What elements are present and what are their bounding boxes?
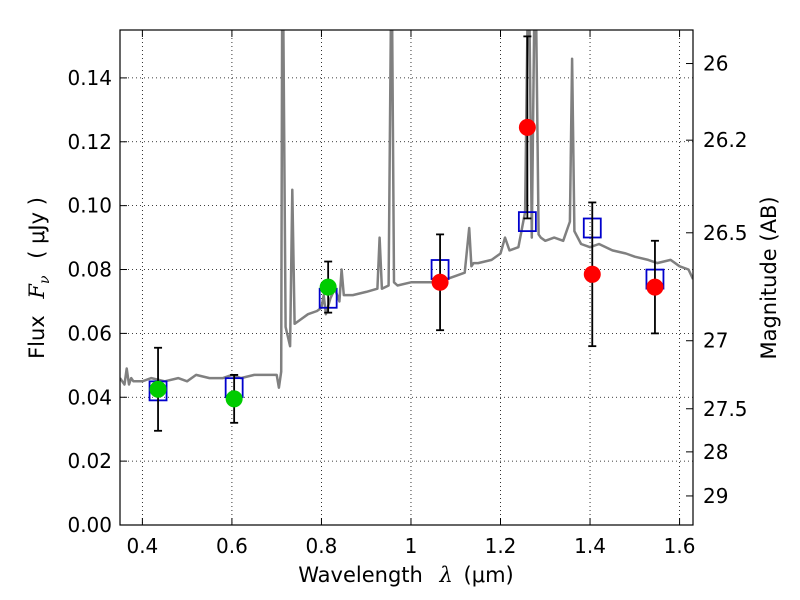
- y2-tick-label: 26: [703, 52, 728, 76]
- x-axis-label-symbol: λ: [439, 563, 453, 587]
- x-tick-label: 1.4: [574, 534, 606, 558]
- y-tick-label: 0.06: [67, 321, 112, 345]
- y-axis-label: Flux Fν ( μJy ): [25, 197, 54, 359]
- y-axis-label-subscript: ν: [37, 275, 53, 284]
- x-tick-label: 1.6: [664, 534, 696, 558]
- y-axis-label-text: Flux: [25, 315, 49, 359]
- y-tick-label: 0.00: [67, 513, 112, 537]
- observed-flux-point: [646, 278, 664, 296]
- y-tick-label: 0.08: [67, 258, 112, 282]
- x-tick-label: 0.4: [126, 534, 158, 558]
- grid: [120, 30, 693, 526]
- observed-flux-point: [431, 273, 449, 291]
- x-tick-label: 0.6: [216, 534, 248, 558]
- y2-tick-label: 27: [703, 329, 728, 353]
- observed-flux-point: [149, 380, 167, 398]
- y2-tick-label: 29: [703, 484, 728, 508]
- y-tick-label: 0.02: [67, 449, 112, 473]
- y2-axis-label: Magnitude (AB): [757, 196, 781, 359]
- observed-flux-point: [225, 390, 243, 408]
- x-tick-label: 1.2: [485, 534, 517, 558]
- plot-frame: [119, 29, 694, 526]
- x-tick-label: 1: [405, 534, 418, 558]
- error-bars: [149, 35, 664, 432]
- y-axis-label-unit: ( μJy ): [25, 197, 49, 259]
- y-tick-label: 0.14: [67, 66, 112, 90]
- y2-tick-label: 27.5: [703, 397, 748, 421]
- y2-tick-label: 26.2: [703, 128, 748, 152]
- y2-tick-label: 26.5: [703, 221, 748, 245]
- observed-flux-point: [518, 118, 536, 136]
- ticks: 0.4 0.6 0.8 1 1.2 1.4 1.6 0.00 0.02 0.04 0.06 0.08 0…: [67, 30, 748, 558]
- model-spectrum-line: [120, 30, 693, 389]
- plot-background: [120, 30, 693, 525]
- x-tick-label: 0.8: [306, 534, 338, 558]
- observed-flux-point: [583, 265, 601, 283]
- x-axis-label-text: Wavelength: [298, 563, 423, 587]
- y-tick-label: 0.04: [67, 385, 112, 409]
- x-axis-label-unit: (μm): [464, 563, 514, 587]
- y-axis-label-symbol: F: [25, 283, 49, 300]
- x-axis-label: Wavelength λ (μm): [298, 563, 513, 587]
- y2-tick-label: 28: [703, 440, 728, 464]
- y-tick-label: 0.12: [67, 130, 112, 154]
- observed-flux-point: [319, 278, 337, 296]
- y-tick-label: 0.10: [67, 194, 112, 218]
